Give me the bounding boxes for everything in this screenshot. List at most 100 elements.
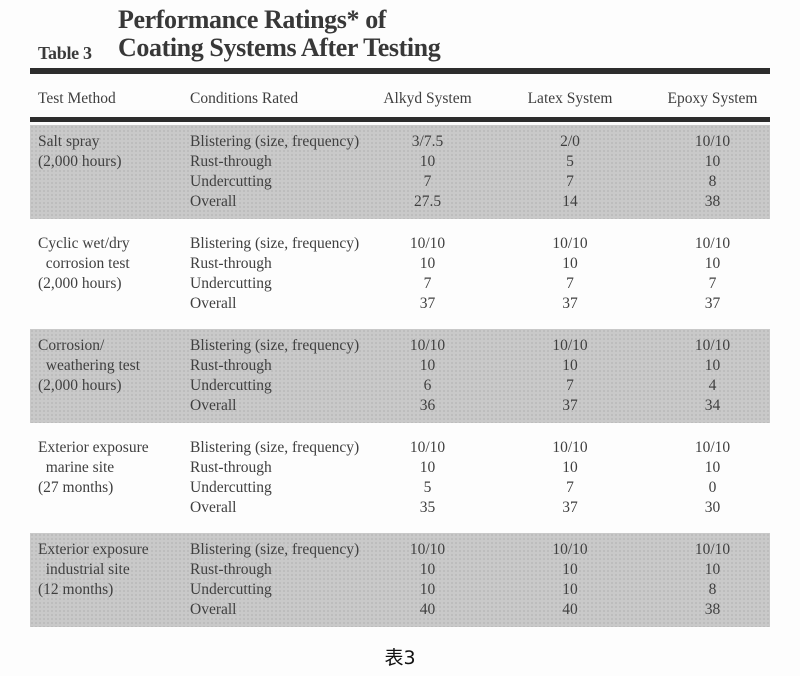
- latex-value-cell: 7: [566, 479, 574, 496]
- latex-value-cell: 10/10: [552, 439, 588, 456]
- latex-value-cell: 2/0: [560, 133, 580, 150]
- test-method-line: (2,000 hours): [38, 153, 122, 170]
- epoxy-value-cell: 10/10: [694, 235, 731, 252]
- epoxy-value-cell: 10: [704, 561, 721, 578]
- condition-cell: Overall: [190, 499, 237, 516]
- alkyd-value-cell: 3/7.5: [411, 133, 444, 150]
- alkyd-value-cell: 35: [419, 499, 436, 516]
- latex-value-cell: 10: [562, 581, 578, 598]
- condition-cell: Blistering (size, frequency): [190, 337, 360, 354]
- alkyd-value-cell: 6: [423, 377, 432, 394]
- table-block-corrosion-weathering: Corrosion/ weathering test (2,000 hours)…: [30, 329, 770, 423]
- condition-cell: Blistering (size, frequency): [190, 235, 360, 252]
- test-method-cell: Exterior exposure industrial site (12 mo…: [30, 540, 190, 620]
- table-masthead: Table 3 Performance Ratings* of Coating …: [0, 0, 800, 68]
- test-method-line: industrial site: [38, 561, 130, 578]
- latex-value-cell: 40: [562, 601, 578, 618]
- alkyd-value-cell: 36: [419, 397, 436, 414]
- condition-cell: Undercutting: [190, 275, 272, 292]
- epoxy-value-cell: 10/10: [694, 133, 731, 150]
- epoxy-value-cell: 10: [704, 357, 721, 374]
- table-title-line2: Coating Systems After Testing: [118, 33, 441, 62]
- table-title-line1: Performance Ratings* of: [118, 5, 387, 34]
- latex-value-cell: 10: [562, 459, 578, 476]
- condition-cell: Blistering (size, frequency): [190, 133, 360, 150]
- latex-value-cell: 37: [562, 499, 578, 516]
- latex-value-cell: 10/10: [552, 337, 588, 354]
- table-block-cyclic-wet-dry: Cyclic wet/dry corrosion test (2,000 hou…: [30, 227, 770, 321]
- latex-value-cell: 7: [566, 173, 574, 190]
- test-method-line: Salt spray: [38, 133, 100, 150]
- test-method-line: Cyclic wet/dry: [38, 235, 130, 252]
- column-header-row: Test Method Conditions Rated Alkyd Syste…: [30, 88, 770, 110]
- epoxy-value-cell: 10/10: [694, 541, 731, 558]
- column-header-epoxy-system: Epoxy System: [667, 90, 758, 107]
- table-number-label: Table 3: [38, 43, 92, 63]
- alkyd-value-cell: 10: [419, 357, 436, 374]
- figure-caption: 表3: [384, 647, 416, 669]
- epoxy-value-cell: 34: [704, 397, 721, 414]
- epoxy-value-cell: 38: [704, 601, 721, 618]
- test-method-line: Exterior exposure: [38, 541, 149, 558]
- table-body: Salt spray (2,000 hours) Blistering (siz…: [0, 125, 800, 627]
- test-method-line: (2,000 hours): [38, 377, 122, 394]
- condition-cell: Rust-through: [190, 153, 272, 170]
- epoxy-value-cell: 10: [704, 153, 721, 170]
- table-block-exterior-marine: Exterior exposure marine site (27 months…: [30, 431, 770, 525]
- epoxy-value-cell: 8: [708, 581, 717, 598]
- test-method-line: (12 months): [38, 581, 114, 598]
- latex-value-cell: 10: [562, 561, 578, 578]
- condition-cell: Undercutting: [190, 479, 272, 496]
- condition-cell: Overall: [190, 601, 237, 618]
- column-header-conditions-rated: Conditions Rated: [190, 90, 299, 107]
- condition-cell: Rust-through: [190, 459, 272, 476]
- alkyd-value-cell: 10/10: [409, 337, 446, 354]
- latex-value-cell: 10/10: [552, 541, 588, 558]
- test-method-line: (27 months): [38, 479, 114, 496]
- column-header-latex-system: Latex System: [527, 90, 613, 107]
- alkyd-value-cell: 5: [423, 479, 432, 496]
- latex-value-cell: 37: [562, 397, 578, 414]
- alkyd-value-cell: 40: [419, 601, 436, 618]
- alkyd-value-cell: 10: [419, 153, 436, 170]
- test-method-line: weathering test: [38, 357, 141, 374]
- alkyd-value-cell: 10: [419, 561, 436, 578]
- epoxy-value-cell: 10/10: [694, 439, 731, 456]
- table-block-salt-spray: Salt spray (2,000 hours) Blistering (siz…: [30, 125, 770, 219]
- table-block-exterior-industrial: Exterior exposure industrial site (12 mo…: [30, 533, 770, 627]
- condition-cell: Overall: [190, 397, 237, 414]
- test-method-cell: Corrosion/ weathering test (2,000 hours): [30, 336, 190, 416]
- epoxy-value-cell: 10/10: [694, 337, 731, 354]
- header-rule: [30, 117, 770, 122]
- alkyd-value-cell: 10/10: [409, 541, 446, 558]
- epoxy-value-cell: 10: [704, 459, 721, 476]
- alkyd-value-cell: 7: [423, 275, 432, 292]
- condition-cell: Overall: [190, 295, 237, 312]
- alkyd-value-cell: 10: [419, 255, 436, 272]
- latex-value-cell: 37: [562, 295, 578, 312]
- test-method-line: marine site: [38, 459, 115, 476]
- test-method-line: Exterior exposure: [38, 439, 149, 456]
- test-method-cell: Salt spray (2,000 hours): [30, 132, 190, 212]
- latex-value-cell: 10: [562, 255, 578, 272]
- condition-cell: Rust-through: [190, 357, 272, 374]
- condition-cell: Overall: [190, 193, 237, 210]
- condition-cell: Blistering (size, frequency): [190, 439, 360, 456]
- condition-cell: Undercutting: [190, 377, 272, 394]
- latex-value-cell: 10/10: [552, 235, 588, 252]
- epoxy-value-cell: 30: [704, 499, 721, 516]
- epoxy-value-cell: 7: [708, 275, 717, 292]
- alkyd-value-cell: 10/10: [409, 439, 446, 456]
- epoxy-value-cell: 8: [708, 173, 717, 190]
- latex-value-cell: 14: [562, 193, 578, 210]
- condition-cell: Rust-through: [190, 561, 272, 578]
- latex-value-cell: 7: [566, 275, 574, 292]
- column-header-test-method: Test Method: [38, 90, 116, 107]
- epoxy-value-cell: 4: [708, 377, 717, 394]
- test-method-line: Corrosion/: [38, 337, 105, 354]
- test-method-cell: Exterior exposure marine site (27 months…: [30, 438, 190, 518]
- latex-value-cell: 10: [562, 357, 578, 374]
- epoxy-value-cell: 0: [708, 479, 717, 496]
- condition-cell: Blistering (size, frequency): [190, 541, 360, 558]
